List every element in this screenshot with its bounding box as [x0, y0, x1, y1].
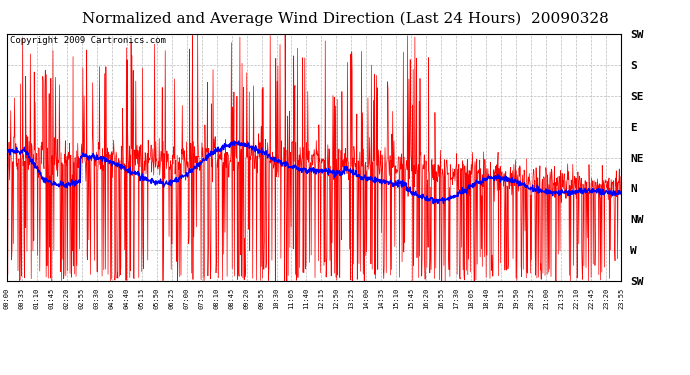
Text: Normalized and Average Wind Direction (Last 24 Hours)  20090328: Normalized and Average Wind Direction (L… [81, 11, 609, 26]
Text: Copyright 2009 Cartronics.com: Copyright 2009 Cartronics.com [10, 36, 166, 45]
